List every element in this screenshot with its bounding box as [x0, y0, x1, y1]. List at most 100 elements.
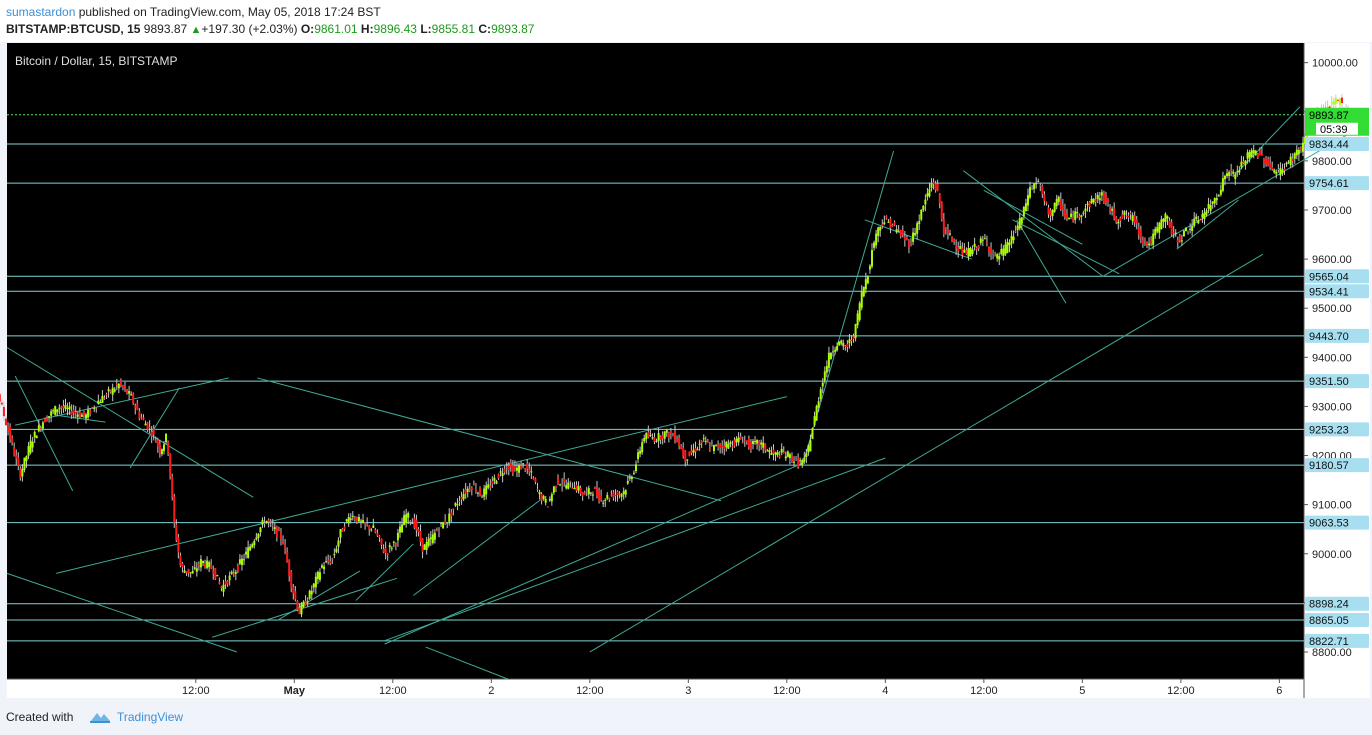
candle-body [64, 404, 67, 409]
candle-body [302, 601, 305, 608]
candle-body [442, 522, 445, 529]
candle-body [456, 504, 459, 506]
candle-body [470, 487, 473, 490]
candle-body [528, 468, 531, 473]
candle-body [985, 242, 988, 244]
cloud-icon[interactable] [88, 709, 112, 723]
price-chart[interactable]: Bitcoin / Dollar, 15, BITSTAMP 10000.00 9… [0, 43, 1372, 698]
candle-body [924, 199, 927, 205]
trendline [1102, 126, 1362, 277]
time-tick-label: 6 [1276, 685, 1282, 697]
candle-body [614, 494, 617, 496]
candle-body [1289, 156, 1292, 166]
candle-body [811, 428, 814, 440]
tradingview-link[interactable]: TradingView [117, 710, 184, 724]
candle-body [468, 489, 471, 491]
candle-body [58, 407, 61, 409]
candle-body [419, 531, 422, 543]
candle-body [879, 226, 882, 231]
time-axis[interactable] [7, 679, 1304, 698]
candle-body [561, 484, 564, 486]
candle-body [154, 440, 157, 443]
candle-body [612, 492, 615, 498]
candle-body [1100, 192, 1103, 196]
time-tick-label: 12:00 [379, 685, 407, 697]
candle-body [353, 518, 356, 520]
candle-body [673, 430, 676, 440]
candle-body [1201, 213, 1204, 218]
price-tick-label: 9300.00 [1312, 401, 1352, 413]
candle-body [335, 548, 338, 553]
candle-body [721, 445, 724, 447]
candle-body [54, 406, 57, 416]
candle-body [435, 530, 438, 532]
candle-body [1018, 218, 1021, 229]
candle-body [571, 487, 574, 489]
time-tick-label: 12:00 [970, 685, 998, 697]
candle-body [401, 524, 404, 533]
candle-body [676, 438, 679, 442]
candle-body [76, 414, 79, 417]
candle-body [1148, 243, 1151, 246]
candle-body [1172, 231, 1175, 233]
candle-body [873, 242, 876, 248]
candle-body [134, 405, 137, 408]
candle-body [1184, 227, 1187, 232]
level-label-text: 9180.57 [1309, 460, 1349, 472]
price-tick-label: 9500.00 [1312, 303, 1352, 315]
price-tick-label: 10000.00 [1312, 58, 1358, 70]
candle-body [698, 443, 701, 445]
candle-body [862, 287, 865, 297]
candle-body [854, 324, 857, 339]
candle-body [327, 560, 330, 562]
candle-body [103, 397, 106, 399]
candle-body [1189, 228, 1192, 230]
candle-body [19, 468, 22, 479]
candle-body [117, 383, 120, 389]
level-label-text: 9565.04 [1309, 271, 1349, 283]
candle-body [310, 590, 313, 595]
candle-body [158, 444, 161, 453]
candle-body [725, 441, 728, 448]
candle-body [1107, 199, 1110, 202]
candle-body [776, 451, 779, 456]
candle-body [653, 437, 656, 442]
trendline [355, 543, 414, 601]
candle-body [476, 492, 479, 494]
candle-body [298, 607, 301, 615]
candle-body [1037, 180, 1040, 182]
candle-body [1199, 219, 1202, 221]
candle-body [384, 548, 387, 554]
candle-body [604, 499, 607, 501]
countdown-text: 05:39 [1320, 124, 1348, 136]
up-triangle-icon: ▲ [190, 24, 202, 36]
candle-body [101, 395, 104, 403]
candle-body [914, 232, 917, 236]
trendline [14, 375, 74, 492]
candle-body [1125, 215, 1128, 217]
candle-body [1162, 218, 1165, 222]
candle-body [1178, 235, 1181, 241]
candle-body [417, 528, 420, 533]
candle-body [0, 394, 1, 402]
candle-body [501, 473, 504, 476]
candle-body [733, 439, 736, 447]
candle-body [1338, 98, 1341, 105]
candle-body [963, 249, 966, 253]
price-tick-label: 9800.00 [1312, 156, 1352, 168]
open-value: 9861.01 [314, 22, 358, 36]
candle-body [930, 183, 933, 189]
price-axis[interactable] [1304, 43, 1370, 698]
candle-body [948, 233, 951, 235]
candle-body [1051, 210, 1054, 217]
candle-body [1141, 240, 1144, 245]
trendline [425, 646, 508, 680]
candle-body [1299, 148, 1302, 150]
author-link[interactable]: sumastardon [6, 5, 76, 19]
price-change: +197.30 (+2.03%) [201, 22, 298, 36]
candle-body [269, 521, 272, 523]
candle-body [922, 205, 925, 210]
candle-body [458, 501, 461, 503]
candle-body [961, 247, 964, 256]
candle-body [788, 454, 791, 459]
